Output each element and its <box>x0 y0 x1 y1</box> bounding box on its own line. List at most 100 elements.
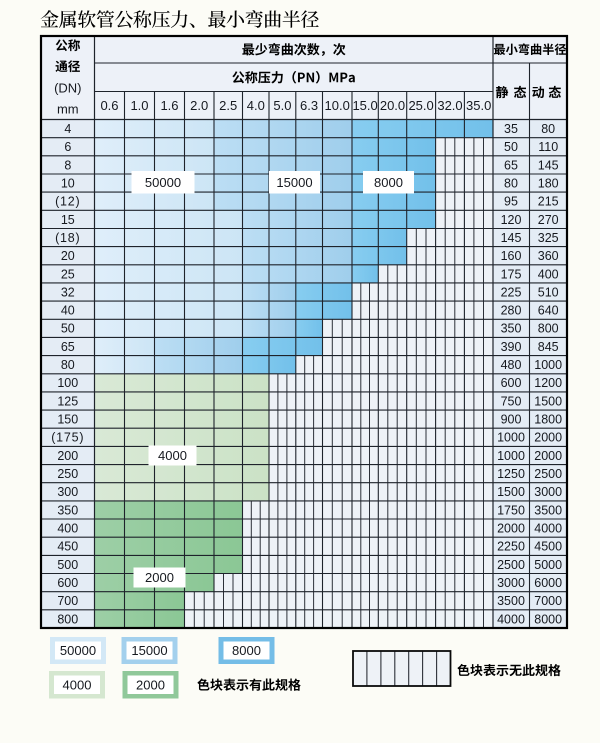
svg-text:400: 400 <box>57 522 78 536</box>
svg-text:5000: 5000 <box>534 558 562 572</box>
svg-text:2000: 2000 <box>534 431 562 445</box>
svg-text:80: 80 <box>504 177 518 191</box>
svg-text:25: 25 <box>61 267 75 281</box>
svg-text:450: 450 <box>57 540 78 554</box>
svg-text:280: 280 <box>501 304 522 318</box>
svg-text:1000: 1000 <box>497 449 525 463</box>
svg-text:1.6: 1.6 <box>160 98 178 113</box>
svg-text:700: 700 <box>57 594 78 608</box>
svg-text:125: 125 <box>57 394 78 408</box>
svg-text:1200: 1200 <box>534 376 562 390</box>
svg-text:8000: 8000 <box>534 612 562 626</box>
svg-text:100: 100 <box>57 376 78 390</box>
svg-text:15.0: 15.0 <box>352 98 377 113</box>
svg-text:145: 145 <box>501 231 522 245</box>
svg-text:4.0: 4.0 <box>247 98 265 113</box>
svg-text:(DN): (DN) <box>54 81 81 96</box>
svg-text:4000: 4000 <box>158 448 187 463</box>
svg-text:10.0: 10.0 <box>325 98 350 113</box>
svg-text:1800: 1800 <box>534 413 562 427</box>
svg-text:8: 8 <box>64 158 71 172</box>
svg-text:120: 120 <box>501 213 522 227</box>
svg-text:1250: 1250 <box>497 467 525 481</box>
svg-text:25.0: 25.0 <box>408 98 433 113</box>
svg-text:175: 175 <box>501 267 522 281</box>
svg-text:640: 640 <box>538 304 559 318</box>
svg-text:6.3: 6.3 <box>300 98 318 113</box>
svg-text:215: 215 <box>538 195 559 209</box>
svg-text:300: 300 <box>57 485 78 499</box>
svg-text:50: 50 <box>61 322 75 336</box>
svg-text:150: 150 <box>57 413 78 427</box>
svg-text:325: 325 <box>538 231 559 245</box>
svg-text:(175): (175) <box>51 431 84 445</box>
svg-text:4: 4 <box>64 122 71 136</box>
svg-text:600: 600 <box>57 576 78 590</box>
svg-text:480: 480 <box>501 358 522 372</box>
svg-text:900: 900 <box>501 413 522 427</box>
svg-text:2000: 2000 <box>136 677 165 692</box>
svg-text:2250: 2250 <box>497 540 525 554</box>
svg-text:2000: 2000 <box>497 522 525 536</box>
svg-text:1500: 1500 <box>534 394 562 408</box>
svg-text:1750: 1750 <box>497 503 525 517</box>
svg-text:180: 180 <box>538 177 559 191</box>
svg-text:2500: 2500 <box>497 558 525 572</box>
svg-text:2.0: 2.0 <box>190 98 208 113</box>
svg-text:6: 6 <box>64 140 71 154</box>
svg-text:390: 390 <box>501 340 522 354</box>
svg-text:110: 110 <box>538 140 558 154</box>
svg-text:2000: 2000 <box>145 570 174 585</box>
svg-text:80: 80 <box>61 358 75 372</box>
svg-text:3000: 3000 <box>497 576 525 590</box>
svg-text:225: 225 <box>501 285 522 299</box>
svg-text:160: 160 <box>501 249 522 263</box>
svg-text:4500: 4500 <box>534 540 562 554</box>
svg-text:510: 510 <box>538 285 559 299</box>
svg-text:800: 800 <box>538 322 559 336</box>
svg-text:270: 270 <box>538 213 559 227</box>
svg-text:50: 50 <box>504 140 518 154</box>
svg-text:(18): (18) <box>55 231 80 245</box>
svg-text:35: 35 <box>504 122 518 136</box>
svg-text:360: 360 <box>538 249 559 263</box>
svg-text:800: 800 <box>57 612 78 626</box>
svg-text:0.6: 0.6 <box>100 98 118 113</box>
svg-text:4000: 4000 <box>534 522 562 536</box>
svg-text:20: 20 <box>61 249 75 263</box>
svg-text:3000: 3000 <box>534 485 562 499</box>
svg-text:50000: 50000 <box>145 175 181 190</box>
svg-text:65: 65 <box>504 158 518 172</box>
svg-text:145: 145 <box>538 158 559 172</box>
svg-text:600: 600 <box>501 376 522 390</box>
svg-text:1500: 1500 <box>497 485 525 499</box>
svg-text:4000: 4000 <box>63 677 92 692</box>
svg-text:2000: 2000 <box>534 449 562 463</box>
svg-text:350: 350 <box>57 503 78 517</box>
svg-text:200: 200 <box>57 449 78 463</box>
svg-text:35.0: 35.0 <box>466 98 491 113</box>
svg-text:500: 500 <box>57 558 78 572</box>
svg-text:80: 80 <box>541 122 555 136</box>
svg-text:350: 350 <box>501 322 522 336</box>
svg-text:2.5: 2.5 <box>219 98 237 113</box>
svg-text:2500: 2500 <box>534 467 562 481</box>
svg-text:1000: 1000 <box>497 431 525 445</box>
svg-text:15000: 15000 <box>276 175 312 190</box>
svg-text:6000: 6000 <box>534 576 562 590</box>
svg-text:15000: 15000 <box>131 643 167 658</box>
svg-text:20.0: 20.0 <box>380 98 405 113</box>
svg-text:32: 32 <box>61 285 75 299</box>
svg-text:5.0: 5.0 <box>273 98 291 113</box>
svg-text:65: 65 <box>61 340 75 354</box>
svg-text:1.0: 1.0 <box>130 98 148 113</box>
svg-text:7000: 7000 <box>534 594 562 608</box>
svg-text:32.0: 32.0 <box>437 98 462 113</box>
svg-text:845: 845 <box>538 340 559 354</box>
svg-text:4000: 4000 <box>497 612 525 626</box>
svg-text:8000: 8000 <box>374 175 403 190</box>
svg-text:40: 40 <box>61 304 75 318</box>
svg-text:15: 15 <box>61 213 75 227</box>
svg-text:8000: 8000 <box>232 643 261 658</box>
svg-text:1000: 1000 <box>534 358 562 372</box>
